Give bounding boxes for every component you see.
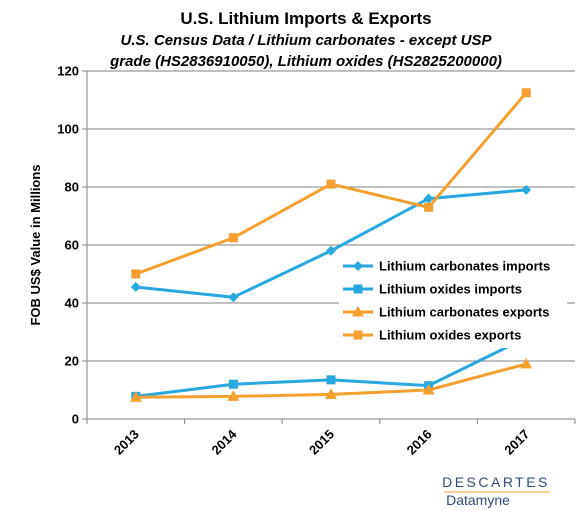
legend-background (339, 254, 567, 348)
data-point (423, 193, 434, 204)
legend-label: Lithium oxides exports (379, 328, 521, 343)
data-point (326, 245, 336, 256)
series-3 (129, 357, 533, 402)
series-4 (131, 88, 531, 279)
x-tick-label: 2016 (404, 427, 435, 458)
data-point (520, 357, 533, 369)
chart-subtitle-line-1: U.S. Census Data / Lithium carbonates - … (121, 32, 493, 49)
brand-company: DESCARTES (442, 474, 550, 490)
legend: Lithium carbonates imports Lithium oxides… (339, 254, 567, 348)
data-point (424, 202, 434, 212)
legend-label: Lithium oxides imports (379, 282, 522, 297)
legend-item: Lithium carbonates exports (343, 305, 549, 320)
y-tick-label: 80 (65, 180, 79, 195)
legend-label: Lithium carbonates exports (379, 305, 549, 320)
chart-subtitle-line-2: grade (HS2836910050), Lithium oxides (HS… (109, 53, 502, 70)
y-tick-label: 120 (57, 64, 79, 79)
data-point (130, 282, 141, 293)
brand-product: Datamyne (446, 492, 510, 508)
y-tick-label: 100 (57, 122, 79, 137)
legend-label: Lithium carbonates imports (379, 259, 550, 274)
legend-item: Lithium oxides imports (343, 282, 522, 297)
data-point (325, 388, 337, 399)
data-point (228, 292, 239, 303)
legend-swatch-marker (352, 306, 364, 317)
x-tick-label: 2014 (208, 426, 240, 458)
legend-swatch-marker (353, 284, 363, 294)
data-point (521, 88, 531, 98)
descartes-logo: DESCARTES Datamyne (442, 474, 550, 508)
x-tick-label: 2015 (306, 427, 337, 458)
y-tick-label: 40 (65, 296, 79, 311)
data-point (326, 179, 336, 189)
data-point (227, 390, 240, 401)
y-tick-label: 60 (65, 238, 79, 253)
data-point (131, 269, 141, 279)
data-point (326, 375, 336, 385)
y-axis-ticks: 0 20 40 60 80 100 120 (57, 64, 87, 427)
legend-swatch-marker (353, 330, 363, 340)
chart-title: U.S. Lithium Imports & Exports (180, 9, 431, 28)
gridlines (87, 70, 575, 362)
data-point (228, 233, 238, 243)
y-tick-label: 20 (65, 354, 79, 369)
legend-swatch-marker (353, 261, 363, 271)
data-point (521, 184, 532, 195)
legend-item: Lithium carbonates imports (343, 259, 550, 274)
x-tick-label: 2013 (111, 427, 142, 458)
data-point (228, 379, 238, 389)
legend-item: Lithium oxides exports (343, 328, 521, 343)
y-axis-label: FOB US$ Value in Millions (28, 164, 43, 325)
series-1 (130, 184, 532, 303)
data-point (422, 384, 435, 395)
series-group (129, 88, 533, 402)
data-point (129, 391, 142, 402)
y-tick-label: 0 (72, 412, 79, 427)
x-axis-ticks: 2013 2014 2015 2016 2017 (86, 419, 576, 458)
x-tick-label: 2017 (501, 427, 532, 458)
